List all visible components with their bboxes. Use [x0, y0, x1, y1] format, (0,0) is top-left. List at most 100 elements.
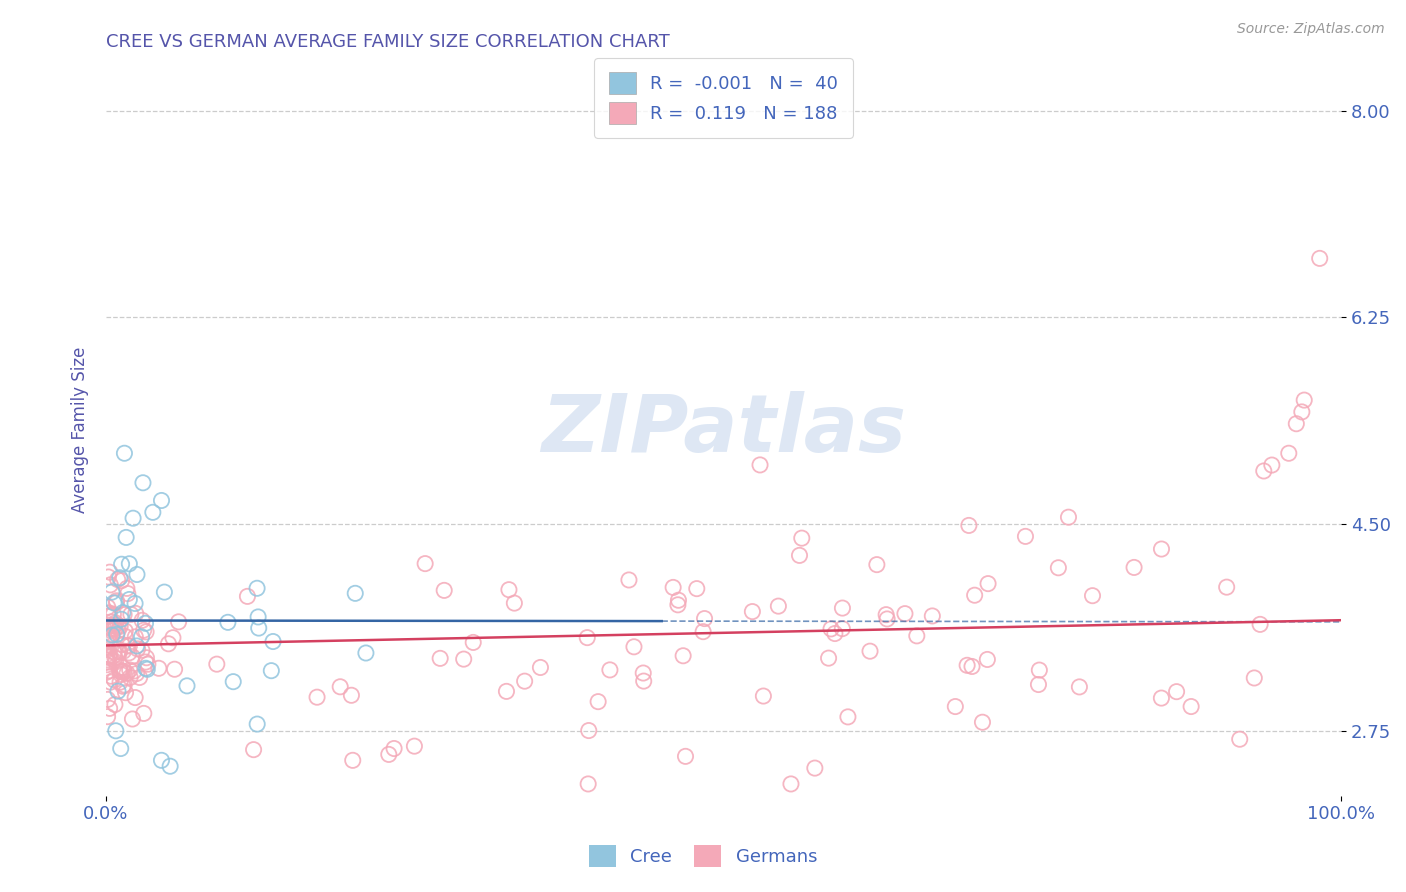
- Point: [1215, 580, 1237, 594]
- Point: [105, 627, 128, 641]
- Point: [789, 549, 811, 563]
- Point: [103, 673, 125, 687]
- Point: [98, 648, 121, 663]
- Point: [124, 690, 146, 705]
- Point: [824, 626, 846, 640]
- Point: [97, 709, 120, 723]
- Point: [124, 597, 146, 611]
- Point: [163, 662, 186, 676]
- Point: [576, 631, 599, 645]
- Point: [662, 581, 685, 595]
- Point: [128, 670, 150, 684]
- Point: [340, 688, 363, 702]
- Point: [100, 675, 122, 690]
- Point: [118, 646, 141, 660]
- Point: [586, 695, 609, 709]
- Point: [960, 659, 983, 673]
- Point: [118, 639, 141, 653]
- Point: [246, 717, 269, 731]
- Point: [110, 665, 132, 679]
- Point: [176, 679, 198, 693]
- Point: [97, 628, 120, 642]
- Point: [120, 670, 142, 684]
- Point: [529, 660, 551, 674]
- Text: Source: ZipAtlas.com: Source: ZipAtlas.com: [1237, 22, 1385, 37]
- Point: [866, 558, 889, 572]
- Point: [136, 657, 159, 672]
- Point: [98, 578, 121, 592]
- Point: [110, 665, 132, 679]
- Point: [752, 689, 775, 703]
- Point: [101, 628, 124, 642]
- Point: [101, 622, 124, 636]
- Point: [132, 475, 155, 490]
- Point: [104, 622, 127, 636]
- Y-axis label: Average Family Size: Average Family Size: [72, 346, 89, 513]
- Point: [749, 458, 772, 472]
- Point: [463, 635, 485, 649]
- Point: [217, 615, 239, 630]
- Point: [112, 678, 135, 692]
- Point: [98, 618, 121, 632]
- Legend: Cree, Germans: Cree, Germans: [582, 838, 824, 874]
- Point: [100, 639, 122, 653]
- Point: [98, 701, 121, 715]
- Point: [1291, 405, 1313, 419]
- Point: [1180, 699, 1202, 714]
- Point: [453, 652, 475, 666]
- Point: [576, 777, 599, 791]
- Point: [162, 631, 184, 645]
- Point: [97, 608, 120, 623]
- Point: [963, 588, 986, 602]
- Point: [112, 665, 135, 679]
- Point: [977, 576, 1000, 591]
- Point: [103, 607, 125, 622]
- Point: [96, 665, 118, 680]
- Point: [617, 573, 640, 587]
- Point: [344, 586, 367, 600]
- Point: [1028, 677, 1050, 691]
- Point: [246, 582, 269, 596]
- Point: [105, 596, 128, 610]
- Point: [134, 616, 156, 631]
- Point: [262, 634, 284, 648]
- Point: [831, 622, 853, 636]
- Point: [1047, 561, 1070, 575]
- Point: [157, 637, 180, 651]
- Point: [131, 613, 153, 627]
- Point: [108, 645, 131, 659]
- Point: [342, 753, 364, 767]
- Point: [876, 612, 898, 626]
- Point: [101, 615, 124, 629]
- Point: [1309, 252, 1331, 266]
- Text: CREE VS GERMAN AVERAGE FAMILY SIZE CORRELATION CHART: CREE VS GERMAN AVERAGE FAMILY SIZE CORRE…: [105, 33, 669, 51]
- Point: [103, 618, 125, 632]
- Point: [1243, 671, 1265, 685]
- Point: [108, 619, 131, 633]
- Point: [859, 644, 882, 658]
- Point: [97, 609, 120, 624]
- Point: [976, 652, 998, 666]
- Point: [108, 675, 131, 690]
- Point: [135, 655, 157, 669]
- Point: [118, 557, 141, 571]
- Point: [693, 611, 716, 625]
- Point: [125, 666, 148, 681]
- Point: [1166, 684, 1188, 698]
- Point: [666, 598, 689, 612]
- Point: [150, 753, 173, 767]
- Point: [98, 648, 121, 662]
- Point: [1150, 691, 1173, 706]
- Point: [127, 641, 149, 656]
- Point: [111, 661, 134, 675]
- Point: [97, 631, 120, 645]
- Point: [894, 607, 917, 621]
- Point: [120, 607, 142, 622]
- Point: [107, 624, 129, 638]
- Point: [135, 661, 157, 675]
- Point: [111, 637, 134, 651]
- Point: [972, 715, 994, 730]
- Point: [97, 623, 120, 637]
- Point: [631, 666, 654, 681]
- Point: [122, 511, 145, 525]
